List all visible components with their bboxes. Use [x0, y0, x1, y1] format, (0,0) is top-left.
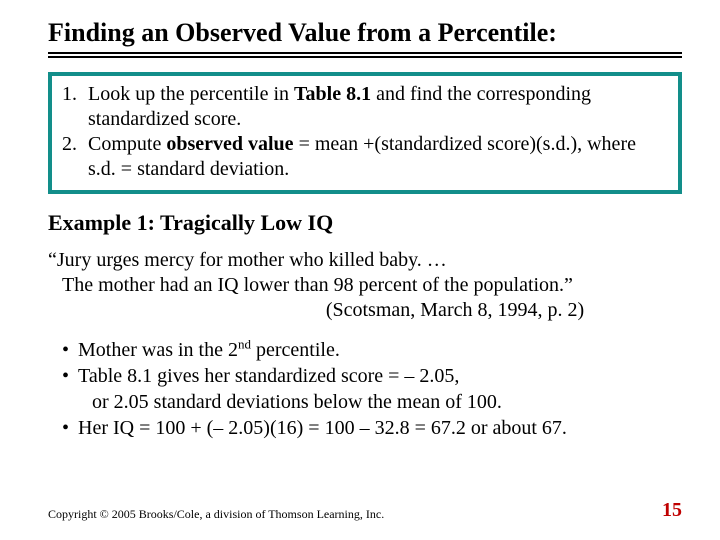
step-number: 2.: [62, 132, 88, 182]
footer: Copyright © 2005 Brooks/Cole, a division…: [48, 499, 682, 522]
bullet-item: • Her IQ = 100 + (– 2.05)(16) = 100 – 32…: [62, 415, 682, 441]
bullet-text: Her IQ = 100 + (– 2.05)(16) = 100 – 32.8…: [78, 415, 567, 441]
slide-title: Finding an Observed Value from a Percent…: [48, 18, 682, 48]
bullet-marker: •: [62, 415, 78, 441]
quote-block: “Jury urges mercy for mother who killed …: [48, 248, 682, 323]
procedure-step-2: 2. Compute observed value = mean +(stand…: [62, 132, 668, 182]
bullet-continuation: or 2.05 standard deviations below the me…: [62, 389, 682, 415]
procedure-step-1: 1. Look up the percentile in Table 8.1 a…: [62, 82, 668, 132]
quote-line-1: “Jury urges mercy for mother who killed …: [48, 248, 682, 273]
example-heading: Example 1: Tragically Low IQ: [48, 210, 682, 236]
step-text: Look up the percentile in Table 8.1 and …: [88, 82, 668, 132]
bullet-list: • Mother was in the 2nd percentile. • Ta…: [48, 337, 682, 441]
quote-line-2: The mother had an IQ lower than 98 perce…: [48, 273, 682, 298]
bullet-text: Mother was in the 2nd percentile.: [78, 337, 340, 363]
step-number: 1.: [62, 82, 88, 132]
bullet-marker: •: [62, 363, 78, 389]
bullet-text: Table 8.1 gives her standardized score =…: [78, 363, 459, 389]
copyright-text: Copyright © 2005 Brooks/Cole, a division…: [48, 507, 384, 522]
title-rule: [48, 52, 682, 58]
bullet-item: • Table 8.1 gives her standardized score…: [62, 363, 682, 389]
procedure-box: 1. Look up the percentile in Table 8.1 a…: [48, 72, 682, 194]
step-text: Compute observed value = mean +(standard…: [88, 132, 668, 182]
quote-citation: (Scotsman, March 8, 1994, p. 2): [48, 298, 682, 323]
bullet-marker: •: [62, 337, 78, 363]
page-number: 15: [662, 499, 682, 522]
bullet-item: • Mother was in the 2nd percentile.: [62, 337, 682, 363]
